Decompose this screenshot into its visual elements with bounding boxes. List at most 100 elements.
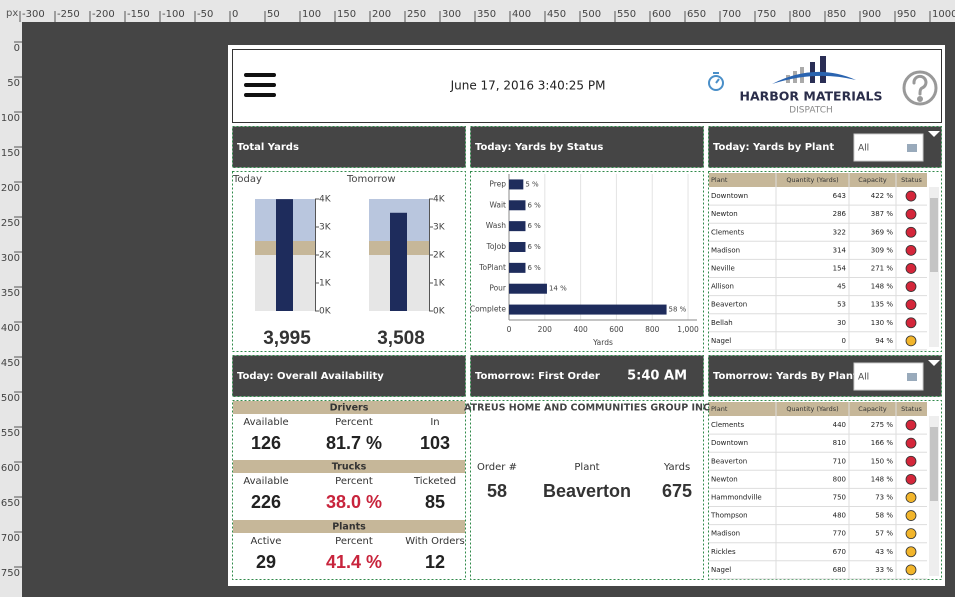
cell: 30 [837, 319, 846, 327]
help-button[interactable] [902, 70, 938, 106]
status-dot [905, 263, 917, 274]
timer-circle [708, 75, 724, 91]
percent-label: 14 % [549, 285, 567, 293]
gauge-name: Today [232, 174, 262, 185]
filter-icon [907, 373, 917, 381]
ruler-label: 250 [407, 9, 426, 20]
gauge-tick-label: 1K [319, 279, 332, 289]
metric-label: Available [243, 417, 288, 428]
cell: 810 [833, 439, 846, 447]
status-dot [905, 528, 917, 540]
x-tick-label: 800 [645, 325, 660, 334]
cell: 148 % [871, 475, 894, 483]
cell: 148 % [871, 283, 894, 291]
cell: Bellah [711, 319, 733, 327]
cell: 680 [833, 566, 846, 574]
ruler-label: 600 [652, 9, 671, 20]
cell: Rickles [711, 548, 736, 556]
scroll-thumb[interactable] [930, 198, 938, 272]
ruler-label: 350 [1, 288, 20, 299]
bar [509, 283, 547, 294]
x-tick-label: 600 [609, 325, 624, 334]
cell: 422 % [871, 192, 894, 200]
field-label: Plant [574, 462, 599, 473]
column-header: Capacity [858, 405, 887, 413]
ruler-label: 750 [757, 9, 776, 20]
datetime: June 17, 2016 3:40:25 PM [450, 79, 606, 93]
logo-title: HARBOR MATERIALS [739, 89, 882, 104]
cell: Downtown [711, 439, 748, 447]
cell: 94 % [875, 337, 893, 345]
panel-title: Today: Yards by Status [475, 142, 603, 153]
bar [509, 242, 526, 252]
y-tick-label: ToPlant [478, 263, 506, 272]
menu-button[interactable] [244, 73, 276, 97]
metric-label: Available [243, 476, 288, 487]
panel-title: Tomorrow: Yards By Plant [713, 371, 858, 382]
table-header [709, 173, 927, 187]
panel-title: Today: Overall Availability [237, 371, 384, 382]
metric-label: Active [251, 536, 282, 547]
ruler-label: 700 [1, 533, 20, 544]
filter-icon [907, 144, 917, 152]
panel-body [470, 400, 704, 580]
field-label: Yards [663, 462, 690, 473]
y-tick-label: Complete [470, 305, 507, 314]
ruler-label: 550 [1, 428, 20, 439]
ruler-label: 650 [1, 498, 20, 509]
cell: Newton [711, 475, 738, 483]
filter-arrow[interactable] [928, 131, 940, 137]
gauge-tick-label: 1K [433, 279, 446, 289]
scroll-thumb[interactable] [930, 427, 938, 501]
ruler-label: -50 [197, 9, 213, 20]
field-label: Order # [477, 462, 517, 473]
ruler-label: 100 [1, 113, 20, 124]
cell: 135 % [871, 301, 894, 309]
ruler-label: 100 [302, 9, 321, 20]
ruler-label: -100 [162, 9, 185, 20]
cell: 750 [833, 493, 846, 501]
x-tick-label: 400 [573, 325, 588, 334]
status-dot [905, 317, 917, 329]
panel-header [232, 126, 466, 168]
percent-label: 6 % [527, 201, 541, 209]
filter-arrow[interactable] [928, 360, 940, 366]
column-header: Quantity (Yards) [786, 176, 838, 184]
cell: 314 [833, 246, 847, 254]
cell: Neville [711, 264, 735, 272]
bar [509, 179, 524, 190]
status-dot [905, 419, 917, 431]
cell: 33 % [875, 566, 893, 574]
ruler-label: 200 [1, 183, 20, 194]
logo-bar [820, 56, 826, 83]
status-dot [905, 455, 917, 467]
cell: Newton [711, 210, 738, 218]
left-ruler [0, 22, 22, 597]
ruler-label: -150 [127, 9, 150, 20]
percent-label: 6 % [527, 243, 541, 251]
cell: Nagel [711, 337, 731, 345]
column-header: Quantity (Yards) [786, 405, 838, 413]
status-dot [905, 190, 917, 202]
bar [509, 221, 526, 232]
logo-subtitle: DISPATCH [789, 106, 833, 116]
timer-icon[interactable] [708, 72, 724, 91]
ruler-label: -200 [92, 9, 115, 20]
cell: 73 % [875, 493, 893, 501]
section-bar [233, 460, 465, 473]
ruler-label: 600 [1, 463, 20, 474]
cell: 154 [833, 264, 847, 272]
cell: 480 [833, 512, 846, 520]
gauge-tick-label: 2K [319, 251, 332, 261]
panel-header [470, 355, 704, 397]
gauge-tick-label: 0K [319, 307, 332, 317]
customer-name: ATREUS HOME AND COMMUNITIES GROUP INC [464, 403, 710, 414]
metric-value: 226 [251, 492, 281, 512]
metric-value: 38.0 % [326, 492, 382, 512]
cell: 286 [833, 210, 847, 218]
percent-label: 58 % [669, 306, 687, 314]
status-dot [905, 492, 917, 503]
ruler-label: -250 [57, 9, 80, 20]
ruler-label: 150 [337, 9, 356, 20]
ruler-label: 500 [582, 9, 601, 20]
